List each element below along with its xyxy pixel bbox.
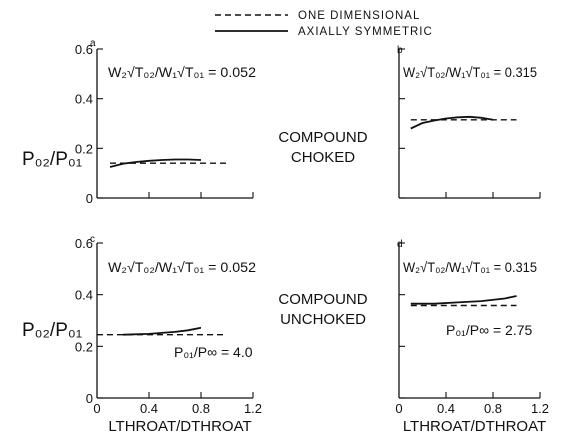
center-label-unchoked: UNCHOKED (280, 311, 366, 328)
panel-b: bW₂√T₀₂/W₁√T₀₁ = 0.315 (397, 45, 541, 199)
y-tick-label: 0.2 (75, 339, 93, 354)
y-tick-label: 0 (86, 391, 93, 406)
x-tick-label: 0 (93, 401, 100, 416)
legend-one-dimensional: ONE DIMENSIONAL (298, 10, 420, 22)
panel-letter: c (90, 234, 95, 245)
legend: ONE DIMENSIONAL AXIALLY SYMMETRIC (215, 10, 433, 38)
center-label-compound-bottom: COMPOUND (278, 291, 367, 308)
y-axis-label: P₀₂/P₀₁ (22, 149, 82, 170)
x-tick-label: 1.2 (531, 401, 549, 416)
x-tick-label: 0.4 (437, 401, 455, 416)
parameter-annotation: W₂√T₀₂/W₁√T₀₁ = 0.052 (108, 259, 256, 275)
panel-c: 0 0.2 0.4 0.6 0 0.4 0.8 1.2 c W₂√T₀₂/W₁√T₀₁ = 0.0… (22, 234, 262, 435)
parameter-annotation: W₂√T₀₂/W₁√T₀₁ = 0.315 (403, 64, 537, 80)
panel-letter: b (397, 45, 403, 56)
x-tick-label: 0.8 (484, 401, 502, 416)
legend-axially-symmetric: AXIALLY SYMMETRIC (298, 26, 433, 38)
x-axis-label: LTHROAT/DTHROAT (108, 418, 251, 435)
center-label-compound-top: COMPOUND (278, 129, 367, 146)
y-axis-label: P₀₂/P₀₁ (22, 320, 82, 341)
parameter-annotation: W₂√T₀₂/W₁√T₀₁ = 0.052 (108, 64, 256, 80)
panel-a: 0 0.2 0.4 0.6a W₂√T₀₂/W₁√T₀₁ = 0.052 P₀₂/P₀₁ (22, 38, 256, 206)
pressure-ratio-annotation: P₀₁/P∞ = 2.75 (446, 322, 532, 338)
x-tick-label: 1.2 (244, 401, 262, 416)
y-tick-label: 0.2 (75, 141, 93, 156)
x-tick-label: 0.4 (140, 401, 158, 416)
x-axis-label: LTHROAT/DTHROAT (403, 418, 546, 435)
panel-d: 0 0.4 0.8 1.2 dW₂√T₀₂/W₁√T₀₁ = 0.315 P₀₁/P∞ =… (395, 239, 549, 435)
axially-symmetric-curve (410, 115, 494, 130)
y-tick-label: 0.6 (75, 236, 93, 251)
pressure-ratio-annotation: P₀₁/P∞ = 4.0 (174, 344, 253, 360)
panel-letter: d (397, 239, 403, 250)
y-tick-label: 0.4 (75, 288, 93, 303)
x-tick-label: 0.8 (192, 401, 210, 416)
axially-symmetric-curve (109, 158, 202, 168)
panel-letter: a (90, 38, 96, 49)
axially-symmetric-curve (122, 326, 202, 336)
axially-symmetric-curve (410, 295, 517, 305)
x-tick-label: 0 (395, 401, 402, 416)
center-label-choked: CHOKED (291, 149, 355, 166)
y-tick-label: 0 (86, 191, 93, 206)
parameter-annotation: W₂√T₀₂/W₁√T₀₁ = 0.315 (403, 259, 537, 275)
y-tick-label: 0.4 (75, 92, 93, 107)
y-tick-label: 0.6 (75, 42, 93, 57)
